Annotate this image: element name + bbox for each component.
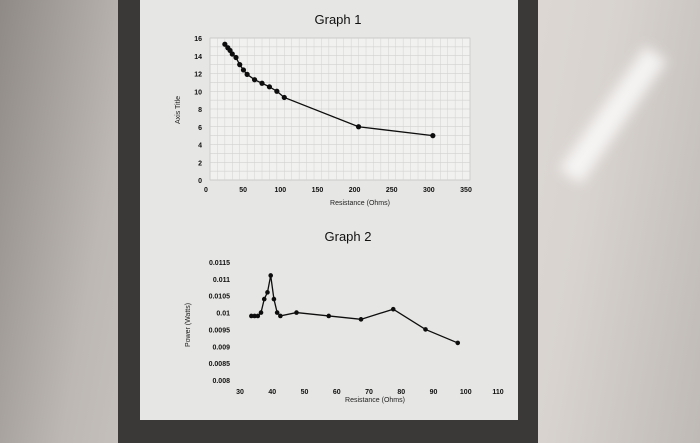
graph-2-data-point <box>423 327 428 332</box>
graph-1-y-tick-label: 8 <box>198 107 202 114</box>
graph-2-data-point <box>278 313 283 319</box>
graph-1-y-tick-label: 4 <box>198 143 202 150</box>
graph-2-data-point <box>390 306 396 312</box>
graph-1-x-axis-label: Resistance (Ohms) <box>330 200 390 207</box>
graph-1-x-tick-label: 200 <box>349 187 361 194</box>
graph-1-x-tick-label: 150 <box>312 187 324 194</box>
graph-1-data-point <box>229 51 235 57</box>
graph-1-data-point <box>274 88 280 94</box>
graph-1-y-tick-label: 2 <box>198 160 202 167</box>
graph-2-y-tick-label: 0.0085 <box>209 361 231 368</box>
graph-1-y-tick-label: 14 <box>194 54 202 61</box>
graph-1-y-tick-label: 12 <box>194 72 202 79</box>
graph-1-x-ticks: 0 50 100 150 200 250 300 350 <box>204 187 472 194</box>
graph-1-y-tick-label: 6 <box>198 125 202 132</box>
graph-1-x-tick-label: 0 <box>204 187 208 194</box>
graph-2-data-point <box>455 340 461 346</box>
graph-2-y-tick-label: 0.009 <box>212 344 230 351</box>
graph-1-grid <box>209 37 471 181</box>
graph-2-series-line <box>251 275 459 344</box>
graph-1-y-tick-label: 16 <box>194 36 202 43</box>
graph-1-data-point <box>430 133 436 139</box>
graph-1-data-point <box>281 94 287 101</box>
graph-2-x-tick-label: 40 <box>268 389 276 396</box>
graph-2-title: Graph 2 <box>325 229 372 244</box>
graph-2-x-tick-label: 70 <box>365 389 373 396</box>
graph-2-data-point <box>326 313 332 319</box>
graph-1-title: Graph 1 <box>315 12 362 27</box>
graph-2-series <box>249 273 461 346</box>
graph-2-y-tick-label: 0.01 <box>216 311 230 318</box>
graph-1-data-point <box>233 54 239 61</box>
graph-1-y-axis-label: Axis Title <box>175 96 182 124</box>
graph-2-data-point <box>271 296 277 302</box>
graph-2-y-tick-label: 0.008 <box>212 378 230 385</box>
graph-2-data-point <box>358 317 364 322</box>
graph-1-x-tick-label: 100 <box>274 187 286 194</box>
graph-2-data-point <box>261 296 267 302</box>
graph-2-x-tick-label: 100 <box>460 389 472 396</box>
graph-2-y-tick-label: 0.0095 <box>209 327 231 334</box>
graph-1-series <box>222 41 436 139</box>
graph-1-data-point <box>222 41 228 47</box>
graph-1-data-point <box>237 62 243 68</box>
graph-2-x-tick-label: 50 <box>301 389 309 396</box>
graph-2-data-point <box>258 310 264 315</box>
graph-2-x-tick-label: 60 <box>333 389 341 396</box>
graph-1-y-tick-label: 10 <box>194 89 202 96</box>
graph-2-y-ticks: 0.008 0.0085 0.009 0.0095 0.01 0.0105 0.011 0.0… <box>209 260 231 385</box>
graph-2-x-tick-label: 110 <box>492 389 503 396</box>
graph-1-x-tick-label: 250 <box>386 187 398 194</box>
graph-2-x-tick-label: 90 <box>430 389 438 396</box>
graph-1-x-tick-label: 300 <box>423 187 435 194</box>
graph-2-x-axis-label: Resistance (Ohms) <box>345 397 405 404</box>
graph-2-x-ticks: 30 40 50 60 70 80 90 100 110 <box>236 389 504 396</box>
graph-2-y-tick-label: 0.0105 <box>209 294 231 301</box>
graph-1-y-ticks: 0 2 4 6 8 10 12 14 16 <box>194 36 202 185</box>
graph-2-y-axis-label: Power (Watts) <box>185 303 192 347</box>
graph-1-data-point <box>266 84 273 90</box>
graph-2-x-tick-label: 80 <box>397 389 405 396</box>
graph-2-data-point <box>252 313 257 319</box>
graph-1-data-point <box>244 71 250 77</box>
graph-2-data-point <box>294 310 299 315</box>
graph-1-data-point <box>259 80 265 86</box>
graph-2-data-point <box>268 273 274 278</box>
graph-2-data-point <box>265 290 270 295</box>
graph-1-data-point <box>240 67 247 73</box>
graph-1: Graph 1 0 2 4 6 8 10 12 14 16 0 50 100 150 200 250 300… <box>175 12 472 207</box>
graph-2-y-tick-label: 0.0115 <box>209 260 230 267</box>
graph-1-data-point <box>355 124 362 130</box>
graph-2-data-point <box>274 310 280 315</box>
graph-1-y-tick-label: 0 <box>198 178 202 185</box>
graph-2-x-tick-label: 30 <box>236 389 244 396</box>
graph-2: Graph 2 0.008 0.0085 0.009 0.0095 0.01 0.0105… <box>185 229 504 404</box>
graph-1-x-tick-label: 350 <box>460 187 472 194</box>
graph-1-data-point <box>251 77 258 83</box>
graph-2-y-tick-label: 0.011 <box>213 277 230 284</box>
graph-1-x-tick-label: 50 <box>239 187 247 194</box>
graph-2-data-point <box>249 313 254 319</box>
graph-2-data-point <box>255 313 261 319</box>
